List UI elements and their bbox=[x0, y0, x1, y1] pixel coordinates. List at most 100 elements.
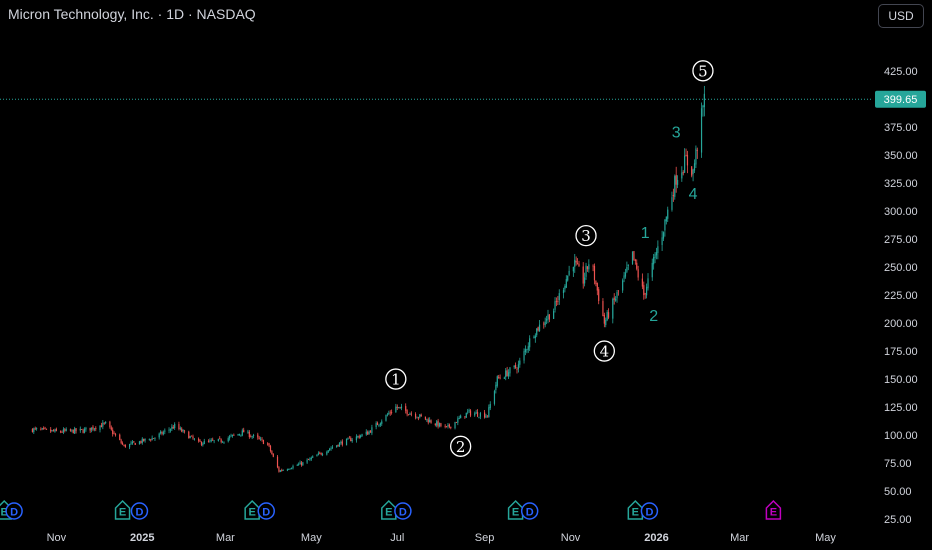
wave-label-minor-2[interactable]: 2 bbox=[649, 308, 658, 325]
candle bbox=[247, 429, 249, 434]
wave-label-major-2[interactable]: 2 bbox=[450, 435, 472, 457]
time-tick-label: Mar bbox=[216, 532, 235, 544]
candle bbox=[617, 290, 620, 296]
candle bbox=[458, 415, 460, 420]
candle bbox=[555, 297, 558, 307]
candle bbox=[414, 412, 417, 420]
candle bbox=[436, 420, 438, 428]
candle bbox=[237, 433, 239, 436]
time-tick-label: Mar bbox=[730, 532, 749, 544]
wave-label-major-1[interactable]: 1 bbox=[385, 368, 407, 390]
candle bbox=[524, 345, 527, 356]
candle bbox=[519, 357, 521, 368]
svg-text:D: D bbox=[526, 507, 534, 519]
candle bbox=[292, 464, 294, 470]
candle bbox=[506, 366, 508, 377]
candle bbox=[151, 435, 153, 441]
dividend-badge[interactable]: D bbox=[257, 502, 275, 520]
time-tick-label: Jul bbox=[390, 532, 404, 544]
candle bbox=[345, 438, 348, 446]
candle bbox=[131, 440, 134, 445]
wave-label-minor-3[interactable]: 3 bbox=[672, 124, 681, 141]
dividend-badge[interactable]: D bbox=[394, 502, 412, 520]
candle bbox=[586, 266, 589, 272]
candle bbox=[34, 426, 36, 431]
candle bbox=[584, 272, 586, 287]
candle bbox=[174, 422, 176, 430]
time-axis[interactable]: Nov 2025 Mar May Jul Sep Nov 2026 Mar May bbox=[47, 532, 837, 544]
candle bbox=[672, 188, 674, 202]
time-tick-label: May bbox=[301, 532, 322, 544]
candle bbox=[507, 369, 510, 379]
candle bbox=[198, 437, 200, 443]
candle bbox=[124, 444, 126, 448]
candle bbox=[182, 429, 184, 433]
svg-text:4: 4 bbox=[689, 186, 698, 203]
svg-text:3: 3 bbox=[672, 124, 681, 141]
candle bbox=[64, 428, 66, 433]
wave-label-minor-4[interactable]: 4 bbox=[689, 186, 698, 203]
candle bbox=[83, 427, 86, 434]
candle bbox=[100, 422, 103, 428]
currency-button[interactable]: USD bbox=[878, 4, 924, 28]
candle bbox=[485, 413, 487, 419]
candle bbox=[138, 440, 141, 445]
candle bbox=[702, 104, 704, 117]
wave-label-major-3[interactable]: 3 bbox=[575, 224, 597, 247]
wave-label-major-5[interactable]: 5 bbox=[692, 60, 714, 82]
candle bbox=[602, 298, 604, 317]
candle bbox=[150, 438, 152, 442]
candle bbox=[120, 438, 122, 445]
earnings-badge[interactable]: E bbox=[114, 499, 131, 520]
dividend-badge[interactable]: D bbox=[5, 502, 23, 520]
candle bbox=[661, 230, 663, 251]
wave-label-major-4[interactable]: 4 bbox=[593, 340, 615, 362]
candle bbox=[171, 424, 173, 431]
candle bbox=[612, 297, 614, 324]
candle bbox=[622, 278, 624, 293]
candle bbox=[503, 376, 505, 379]
candle bbox=[434, 423, 436, 427]
candle bbox=[474, 411, 476, 417]
candle bbox=[417, 416, 419, 421]
candle bbox=[543, 321, 545, 329]
candle bbox=[172, 424, 174, 429]
candle bbox=[695, 145, 697, 168]
candle bbox=[252, 433, 255, 439]
dividend-badge[interactable]: D bbox=[130, 502, 149, 520]
candle bbox=[447, 422, 449, 429]
candle bbox=[148, 438, 150, 441]
candle bbox=[260, 436, 262, 441]
candle bbox=[426, 418, 428, 422]
candle bbox=[582, 262, 584, 289]
wave-label-minor-1[interactable]: 1 bbox=[641, 225, 650, 242]
candle bbox=[45, 428, 48, 430]
candle bbox=[161, 430, 163, 436]
candle bbox=[427, 417, 429, 425]
candle bbox=[378, 424, 380, 428]
candle bbox=[162, 430, 165, 436]
candle bbox=[445, 426, 448, 428]
candle bbox=[558, 289, 560, 305]
candle bbox=[219, 436, 221, 440]
candle bbox=[276, 455, 279, 469]
candle bbox=[537, 326, 539, 332]
candle bbox=[616, 289, 618, 303]
candle bbox=[568, 265, 570, 277]
candle bbox=[416, 416, 418, 419]
candle bbox=[231, 434, 234, 438]
candle bbox=[533, 335, 535, 339]
candle bbox=[405, 403, 407, 414]
candle bbox=[495, 381, 497, 394]
price-tick-label: 175.00 bbox=[884, 346, 918, 358]
candle bbox=[686, 150, 689, 174]
candle bbox=[682, 170, 684, 176]
dividend-badge[interactable]: D bbox=[640, 502, 659, 520]
dividend-badge[interactable]: D bbox=[520, 502, 539, 520]
candle bbox=[291, 467, 293, 470]
upcoming-earnings-badge[interactable]: E bbox=[765, 499, 782, 520]
price-tick-label: 425.00 bbox=[884, 66, 918, 78]
candle bbox=[371, 424, 373, 436]
